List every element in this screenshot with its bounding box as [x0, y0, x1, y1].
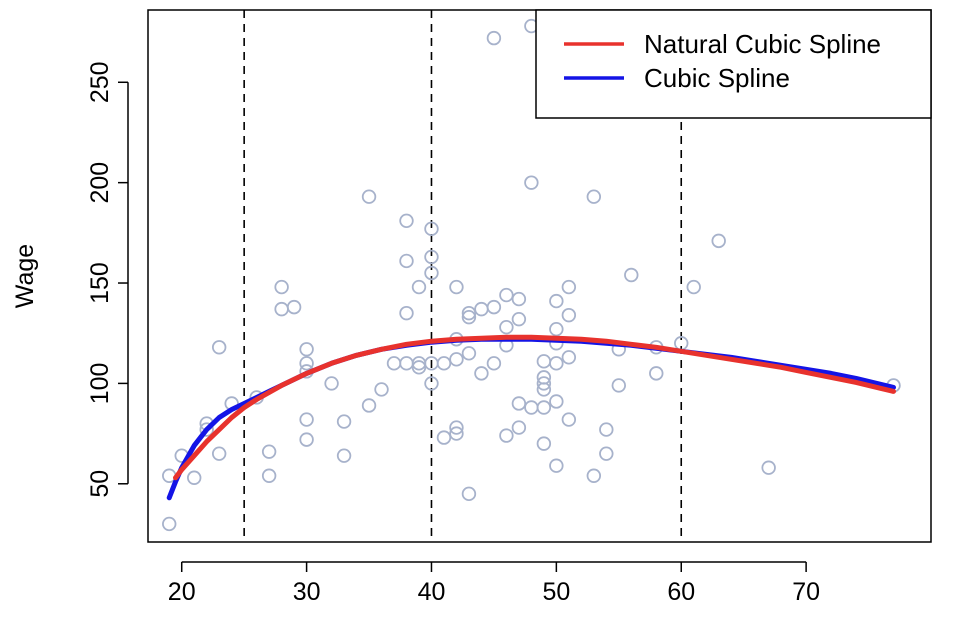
data-point [399, 213, 414, 228]
data-point [187, 470, 202, 485]
cubic-spline-line [166, 336, 896, 501]
data-point [499, 287, 514, 303]
data-point [611, 378, 626, 393]
data-point [399, 356, 414, 371]
y-tick-label: 150 [86, 262, 114, 304]
data-point [424, 221, 439, 237]
data-point [324, 376, 339, 391]
data-point [274, 279, 289, 295]
data-point [486, 299, 502, 315]
data-point [461, 486, 477, 502]
data-point [549, 458, 564, 473]
data-point [549, 356, 564, 371]
data-point [511, 420, 527, 435]
data-point [536, 436, 552, 451]
data-point [449, 279, 464, 295]
data-point [299, 342, 314, 357]
data-point [211, 446, 227, 461]
data-point [599, 446, 614, 461]
data-point [474, 366, 489, 381]
data-point [536, 400, 552, 415]
data-point [399, 305, 414, 321]
x-tick-label: 30 [293, 578, 321, 606]
data-point [561, 350, 577, 365]
data-point [162, 516, 177, 532]
data-point [299, 412, 314, 427]
data-point [499, 319, 514, 335]
data-point [199, 422, 214, 437]
data-point [549, 394, 564, 409]
data-point [361, 189, 377, 204]
data-point [624, 267, 639, 283]
data-point [461, 305, 477, 321]
data-point [336, 448, 352, 463]
data-point [711, 233, 726, 249]
data-point [586, 468, 602, 483]
data-point [286, 299, 302, 315]
y-tick-label: 250 [86, 61, 114, 103]
data-point [536, 382, 552, 397]
y-axis-title: Wage [11, 244, 39, 308]
data-point [561, 279, 577, 295]
data-point [336, 414, 352, 429]
data-point [511, 291, 527, 307]
data-point [599, 422, 614, 437]
data-point [486, 356, 502, 371]
data-point [486, 30, 502, 46]
data-point [411, 279, 427, 295]
legend-label: Cubic Spline [644, 63, 790, 93]
data-point [449, 426, 464, 441]
data-point [424, 265, 439, 281]
data-point [299, 356, 314, 371]
data-point [761, 460, 776, 475]
data-point [261, 444, 277, 459]
data-point [386, 356, 402, 371]
data-point [436, 356, 452, 371]
data-point [299, 432, 314, 447]
data-point [261, 468, 277, 483]
y-tick-label: 100 [86, 363, 114, 405]
data-point [499, 428, 514, 443]
data-point [586, 189, 602, 204]
data-point [374, 382, 389, 397]
data-point [399, 253, 414, 269]
data-point [449, 420, 464, 435]
y-tick-label: 200 [86, 162, 114, 204]
data-point [449, 352, 464, 367]
data-point [511, 311, 527, 327]
data-point [561, 307, 577, 323]
data-point [686, 279, 701, 295]
data-point [411, 360, 427, 375]
data-point [524, 400, 539, 415]
data-point [424, 249, 439, 265]
data-point [549, 293, 564, 309]
data-point [436, 430, 452, 445]
x-tick-label: 20 [168, 578, 196, 606]
data-point [649, 366, 664, 381]
x-tick-label: 70 [792, 578, 820, 606]
data-point [274, 301, 289, 317]
x-tick-label: 40 [418, 578, 446, 606]
y-tick-label: 50 [86, 470, 114, 498]
x-tick-label: 50 [542, 578, 570, 606]
data-point [424, 376, 439, 391]
data-point [561, 412, 577, 427]
legend-box [535, 9, 932, 119]
data-point [211, 340, 227, 355]
x-tick-label: 60 [667, 578, 695, 606]
data-point [474, 301, 489, 317]
data-point [536, 354, 552, 369]
natural-cubic-spline-line [173, 334, 896, 481]
data-point [511, 396, 527, 411]
data-point [461, 309, 477, 325]
legend-label: Natural Cubic Spline [644, 29, 881, 59]
data-point [361, 398, 377, 413]
data-point [549, 322, 564, 337]
data-point [524, 175, 539, 190]
data-point [536, 376, 552, 391]
data-point [461, 346, 477, 361]
